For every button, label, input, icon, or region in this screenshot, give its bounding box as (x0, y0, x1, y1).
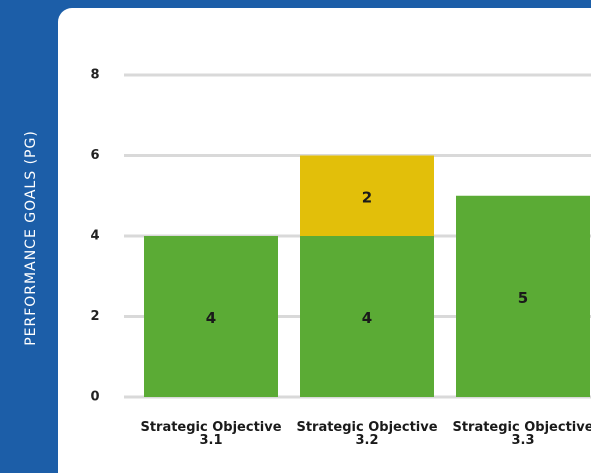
bar-segment (300, 236, 434, 397)
y-tick-label: 2 (90, 309, 99, 324)
x-tick-label: Strategic Objective 3.1 (140, 420, 281, 448)
y-tick-label: 6 (90, 148, 99, 163)
x-tick-label: Strategic Objective 3.3 (452, 420, 591, 448)
data-label: 5 (518, 289, 528, 307)
data-label: 4 (362, 309, 372, 327)
bar-segment (144, 236, 278, 397)
bar-segment (456, 195, 590, 397)
y-tick-label: 4 (90, 229, 99, 244)
bar-segment (300, 155, 434, 236)
data-label: 4 (206, 309, 216, 327)
y-tick-label: 8 (90, 68, 99, 83)
y-tick-label: 0 (90, 390, 99, 405)
x-tick-label: Strategic Objective 3.2 (296, 420, 437, 448)
data-label: 2 (362, 188, 372, 206)
y-axis-label: PERFORMANCE GOALS (PG) (23, 130, 39, 346)
